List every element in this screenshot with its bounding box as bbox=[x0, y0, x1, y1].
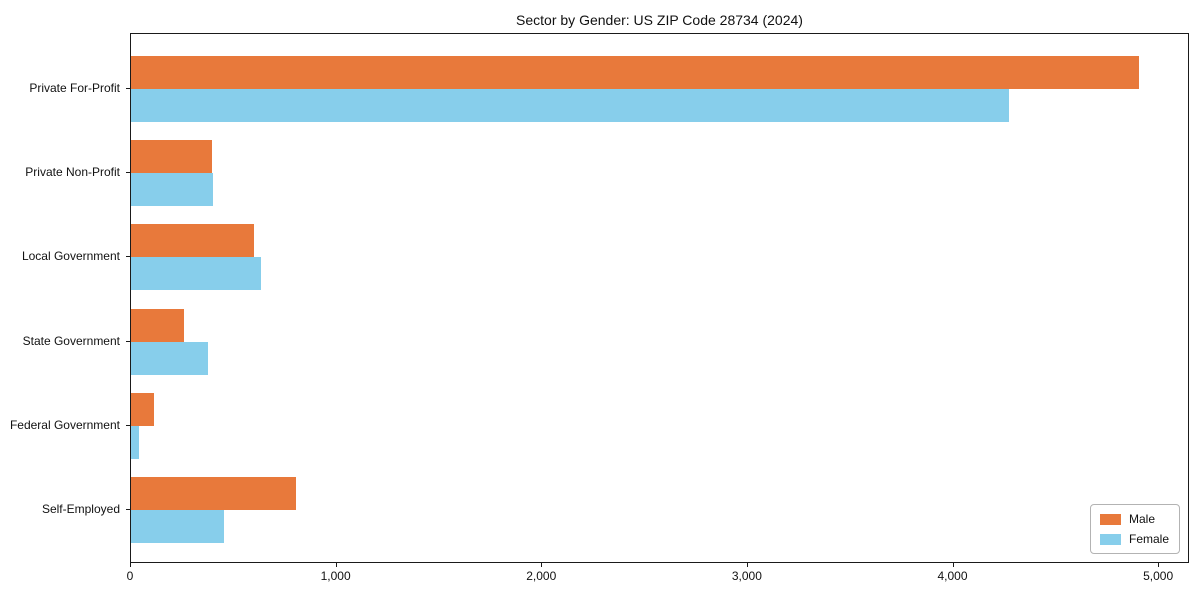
plot-area: Male Female bbox=[130, 33, 1189, 563]
legend: Male Female bbox=[1089, 504, 1180, 554]
x-tick-label-4-000: 4,000 bbox=[937, 569, 968, 583]
bar-male-local-government bbox=[131, 224, 254, 258]
x-tick-mark bbox=[746, 563, 748, 567]
bar-male-self-employed bbox=[131, 477, 296, 510]
y-tick-mark bbox=[126, 172, 130, 174]
y-tick-label-private-for-profit: Private For-Profit bbox=[29, 81, 120, 95]
bar-female-self-employed bbox=[131, 510, 224, 543]
bar-male-private-for-profit bbox=[131, 56, 1139, 89]
bar-female-federal-government bbox=[131, 425, 139, 459]
legend-swatch-male bbox=[1099, 513, 1121, 525]
legend-label-male: Male bbox=[1128, 512, 1155, 526]
x-tick-mark bbox=[952, 563, 954, 567]
y-tick-label-local-government: Local Government bbox=[21, 249, 120, 264]
x-tick-mark bbox=[1158, 563, 1160, 567]
bar-female-private-non-profit bbox=[131, 173, 213, 207]
x-tick-mark bbox=[130, 563, 131, 567]
x-tick-label-5-000: 5,000 bbox=[1143, 569, 1174, 583]
x-tick-mark bbox=[541, 563, 543, 567]
x-tick-mark bbox=[335, 563, 337, 567]
bar-male-federal-government bbox=[131, 392, 154, 426]
legend-row-female: Female bbox=[1099, 532, 1169, 546]
y-tick-mark bbox=[126, 88, 130, 89]
legend-label-female: Female bbox=[1128, 532, 1169, 546]
legend-row-male: Male bbox=[1099, 512, 1169, 526]
y-tick-mark bbox=[126, 256, 130, 258]
y-tick-label-state-government: State Government bbox=[22, 333, 120, 348]
y-tick-mark bbox=[126, 509, 130, 510]
bar-female-local-government bbox=[131, 257, 261, 291]
x-tick-label-0: 0 bbox=[126, 569, 134, 583]
y-tick-label-federal-government: Federal Government bbox=[9, 417, 120, 432]
x-tick-label-2-000: 2,000 bbox=[526, 569, 557, 583]
bar-male-private-non-profit bbox=[131, 140, 212, 174]
x-tick-label-1-000: 1,000 bbox=[320, 569, 351, 583]
legend-swatch-female bbox=[1099, 533, 1121, 545]
x-tick-label-3-000: 3,000 bbox=[731, 569, 762, 583]
y-tick-mark bbox=[126, 340, 130, 342]
chart-title: Sector by Gender: US ZIP Code 28734 (202… bbox=[516, 12, 803, 28]
bar-female-private-for-profit bbox=[131, 89, 1009, 122]
bar-male-state-government bbox=[131, 308, 184, 342]
y-tick-label-self-employed: Self-Employed bbox=[41, 502, 120, 516]
y-tick-label-private-non-profit: Private Non-Profit bbox=[25, 165, 120, 180]
bar-female-state-government bbox=[131, 341, 208, 375]
y-tick-mark bbox=[126, 424, 130, 426]
